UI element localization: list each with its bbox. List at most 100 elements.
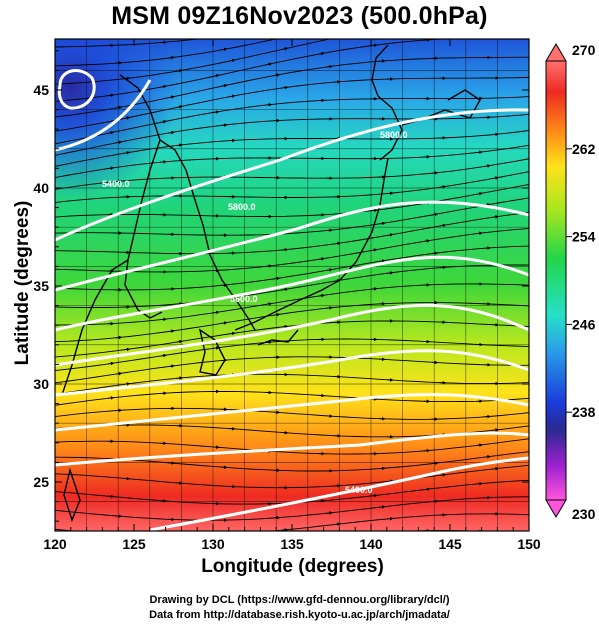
colorbar-gradient <box>545 60 567 501</box>
wind-arrow <box>123 382 131 386</box>
wind-arrow <box>492 215 499 219</box>
wind-arrow <box>370 208 378 213</box>
wind-arrow <box>492 176 499 180</box>
wind-arrow <box>220 47 228 52</box>
wind-arrow <box>492 428 499 432</box>
wind-arrow <box>107 494 115 499</box>
contour-labels: 5400.0 5600.0 5800.0 5800.0 5400.0 <box>102 130 408 495</box>
wind-arrow <box>107 130 115 135</box>
wind-arrow <box>386 233 394 237</box>
x-tick-label: 145 <box>438 536 462 552</box>
wind-arrow <box>370 287 378 291</box>
x-tick-label: 140 <box>359 536 383 552</box>
colorbar-tick-label: 254 <box>572 229 596 245</box>
x-axis-label: Longitude (degrees) <box>201 556 384 577</box>
wind-arrow <box>318 538 324 539</box>
wind-arrow <box>370 493 378 498</box>
wind-arrow <box>431 499 439 504</box>
wind-arrow <box>228 331 236 336</box>
x-tick-label: 135 <box>280 536 304 552</box>
wind-arrow <box>476 150 483 155</box>
height-contours <box>55 69 529 531</box>
wind-arrow <box>386 516 394 521</box>
wind-arrow <box>476 191 483 196</box>
wind-arrow <box>265 302 273 306</box>
wind-arrow <box>107 361 115 366</box>
y-tick-label: 30 <box>33 376 49 392</box>
streamline <box>55 39 278 67</box>
wind-arrow <box>176 105 183 109</box>
wind-arrow <box>326 64 333 69</box>
chart-title: MSM 09Z16Nov2023 (500.0hPa) <box>111 2 488 30</box>
streamline <box>55 113 529 156</box>
wind-arrow <box>423 239 431 243</box>
wind-arrow <box>386 271 394 275</box>
wind-arrow <box>273 312 281 317</box>
wind-arrow <box>371 4 377 5</box>
wind-arrow <box>176 339 183 344</box>
wind-arrow <box>432 5 438 6</box>
wind-arrow <box>168 130 175 135</box>
wind-arrow <box>123 151 131 155</box>
streamline <box>55 96 529 145</box>
wind-arrow <box>168 95 175 99</box>
wind-arrow <box>423 487 431 492</box>
wind-arrow <box>168 364 175 368</box>
wind-arrow <box>326 511 333 515</box>
wind-arrow <box>423 448 431 453</box>
wind-arrow <box>220 123 228 127</box>
streamline <box>55 158 529 190</box>
wind-arrow <box>115 105 123 110</box>
wind-arrow <box>370 43 378 48</box>
streamline <box>55 391 529 406</box>
streamline <box>55 283 529 326</box>
wind-arrow <box>281 85 289 90</box>
wind-arrow <box>431 171 439 175</box>
wind-arrow <box>379 15 385 16</box>
wind-arrow <box>107 166 115 170</box>
wind-arrow <box>266 543 272 544</box>
streamline <box>55 56 529 118</box>
wind-arrow <box>476 481 483 486</box>
colorbar-bottom-triangle <box>545 499 567 518</box>
streamline <box>55 302 529 343</box>
wind-arrow <box>484 164 491 168</box>
colorbar-tick-label: 230 <box>572 506 596 522</box>
streamline <box>55 407 529 420</box>
wind-arrow <box>160 84 167 89</box>
wind-arrow <box>115 140 123 145</box>
wind-arrow <box>176 68 183 73</box>
wind-arrow <box>386 191 394 196</box>
wind-arrow <box>115 371 123 376</box>
contour-label-1: 5400.0 <box>345 485 373 495</box>
colorbar-top-triangle <box>545 43 567 62</box>
wind-arrow <box>160 353 167 358</box>
wind-arrow <box>386 479 394 483</box>
colorbar: 230 238 246 254 262 270 <box>545 42 596 522</box>
wind-arrow <box>439 185 447 189</box>
wind-arrow <box>370 248 378 252</box>
streamline <box>55 39 201 48</box>
y-axis-ticks: 25 30 35 40 45 <box>33 50 529 522</box>
credit-data: Data from http://database.rish.kyoto-u.a… <box>149 609 450 621</box>
wind-arrow <box>387 27 393 28</box>
wind-arrow <box>281 47 289 51</box>
wind-arrow <box>492 466 499 471</box>
wind-arrow <box>212 310 220 315</box>
wind-arrow <box>265 264 273 268</box>
wind-arrow <box>265 62 273 67</box>
y-tick-label: 25 <box>33 474 49 490</box>
wind-arrow <box>228 94 236 99</box>
x-tick-label: 125 <box>122 536 146 552</box>
wind-arrow <box>318 16 324 17</box>
wind-arrow <box>318 51 325 56</box>
wind-arrow <box>115 335 123 340</box>
wind-arrow <box>212 110 220 114</box>
streamline <box>55 184 529 218</box>
coastlines <box>61 44 481 523</box>
wind-arrow <box>123 347 131 352</box>
streamline <box>55 438 529 455</box>
y-tick-label: 40 <box>33 180 49 196</box>
wind-arrow <box>160 120 167 124</box>
wind-arrow <box>213 36 219 37</box>
